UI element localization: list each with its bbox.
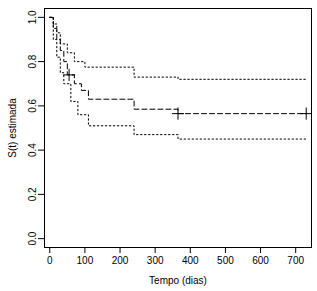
- svg-text:0.6: 0.6: [27, 98, 38, 112]
- svg-text:600: 600: [252, 255, 269, 266]
- svg-text:300: 300: [147, 255, 164, 266]
- svg-text:S(t) estimada: S(t) estimada: [7, 98, 18, 158]
- svg-text:200: 200: [112, 255, 129, 266]
- svg-text:0.8: 0.8: [27, 54, 38, 68]
- svg-text:500: 500: [217, 255, 234, 266]
- svg-text:400: 400: [182, 255, 199, 266]
- svg-text:0: 0: [47, 255, 53, 266]
- svg-text:700: 700: [287, 255, 304, 266]
- svg-text:100: 100: [77, 255, 94, 266]
- svg-text:Tempo (dias): Tempo (dias): [149, 275, 207, 286]
- svg-text:0.2: 0.2: [27, 187, 38, 201]
- svg-text:0.0: 0.0: [27, 231, 38, 245]
- svg-text:0.4: 0.4: [27, 143, 38, 157]
- svg-text:1.0: 1.0: [27, 10, 38, 24]
